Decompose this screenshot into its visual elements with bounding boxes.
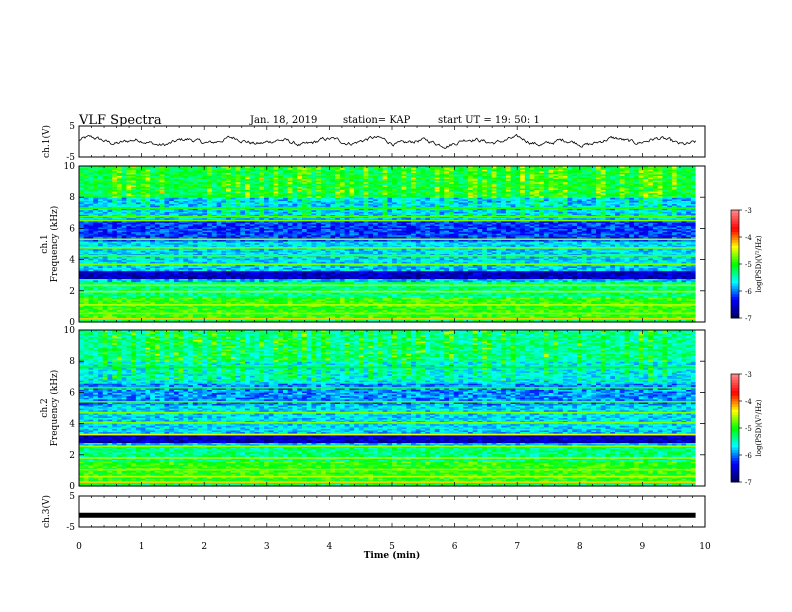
xaxis-tick-label: 1: [139, 542, 145, 552]
ch1-spectrogram-colorbar-tick-label: -5: [745, 261, 752, 269]
xaxis-tick-label: 2: [201, 542, 207, 552]
ch2-spectrogram-ytick-label: 0: [69, 482, 75, 492]
ch3-trace-frame: [79, 496, 705, 527]
xaxis-tick-label: 3: [264, 542, 270, 552]
ch1-spectrogram-image: [79, 166, 705, 323]
ch1-waveform-ylabel: ch.1(V): [41, 125, 52, 158]
xaxis-tick-label: 9: [640, 542, 646, 552]
ch1-spectrogram-ytick-label: 4: [69, 256, 75, 266]
ch2-spectrogram-colorbar-swatch: [731, 374, 739, 377]
ch3-trace-ytick-label: -5: [66, 523, 75, 533]
ch2-spectrogram-ytick-label: 4: [69, 420, 75, 430]
ch1-spectrogram-ytick-label: 10: [64, 162, 76, 172]
vlf-spectra-chart: 5-5ch.1(V)0246810ch.1 Frequency (kHz) -3-4…: [0, 0, 792, 612]
xaxis-label: Time (min): [364, 550, 421, 561]
ch1-spectrogram-colorbar-label: log(PSD)(V²/Hz): [755, 235, 763, 292]
ch1-wave-ytick-label: 5: [69, 122, 75, 132]
ch1-spectrogram-ylabel: Frequency (kHz): [49, 206, 60, 283]
ch2-spectrogram-ytick-label: 6: [69, 388, 75, 398]
ch1-spectrogram-colorbar-tick-label: -3: [745, 207, 752, 215]
xaxis-tick-label: 0: [76, 542, 82, 552]
xaxis-tick-label: 4: [327, 542, 333, 552]
ch1-waveform-line: [79, 135, 696, 149]
ch2-spectrogram-ytick-label: 8: [69, 357, 75, 367]
xaxis-tick-label: 8: [577, 542, 583, 552]
ch1-spectrogram-ytick-label: 8: [69, 193, 75, 203]
ch1-spectrogram-colorbar-tick-label: -4: [745, 234, 752, 242]
ch2-spectrogram-image: [79, 330, 705, 487]
ch2-spectrogram-ylabel-top: ch.2: [40, 398, 50, 417]
ch2-spectrogram-ylabel: Frequency (kHz): [49, 370, 60, 447]
ch2-spectrogram-colorbar-tick-label: -5: [745, 425, 752, 433]
ch1-waveform-frame: [79, 126, 705, 157]
xaxis-tick-label: 10: [699, 542, 711, 552]
ch2-spectrogram-colorbar-label: log(PSD)(V²/Hz): [755, 399, 763, 456]
ch1-spectrogram-ytick-label: 2: [69, 287, 75, 297]
xaxis-tick-label: 7: [514, 542, 520, 552]
ch2-spectrogram-ytick-label: 10: [64, 326, 76, 336]
xaxis-tick-label: 6: [452, 542, 458, 552]
ch3-trace-ylabel: ch.3(V): [41, 495, 52, 528]
ch1-spectrogram-colorbar-tick-label: -7: [745, 315, 752, 323]
ch2-spectrogram-colorbar-tick-label: -6: [745, 452, 752, 460]
ch2-spectrogram-colorbar-tick-label: -7: [745, 479, 752, 487]
ch2-spectrogram-colorbar-tick-label: -4: [745, 398, 752, 406]
ch2-spectrogram-ytick-label: 2: [69, 451, 75, 461]
ch2-spectrogram-colorbar-tick-label: -3: [745, 371, 752, 379]
ch1-spectrogram-ylabel-top: ch.1: [40, 234, 50, 253]
ch1-spectrogram-colorbar-tick-label: -6: [745, 288, 752, 296]
ch1-spectrogram-colorbar-swatch: [731, 210, 739, 213]
ch1-spectrogram-ytick-label: 6: [69, 224, 75, 234]
ch3-trace-ytick-label: 5: [69, 492, 75, 502]
